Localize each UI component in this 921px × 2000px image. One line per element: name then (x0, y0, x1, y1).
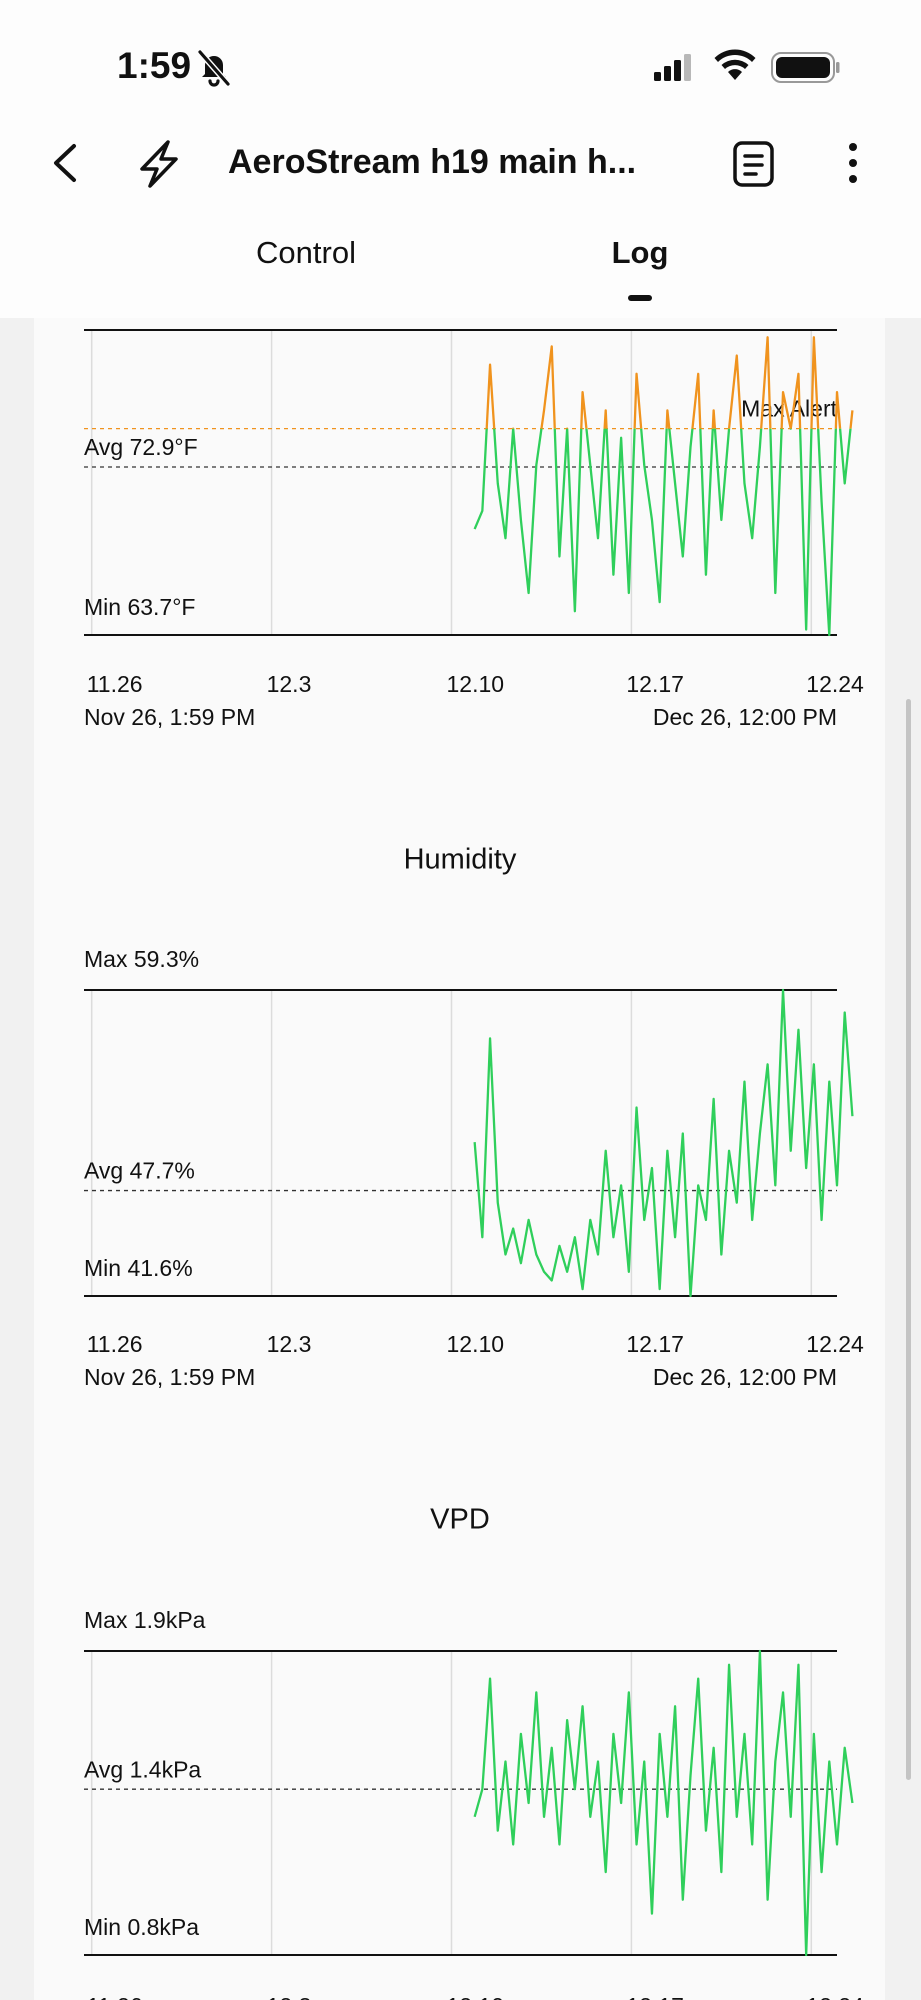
avg-label: Avg 72.9°F (84, 434, 198, 460)
back-button[interactable] (54, 144, 76, 182)
range-end: Dec 26, 12:00 PM (653, 704, 837, 730)
min-label: Min 41.6% (84, 1255, 193, 1281)
status-time: 1:59 (117, 45, 191, 86)
max-label: Max 59.3% (84, 946, 199, 972)
battery-icon (771, 52, 840, 83)
signal-icon (654, 54, 691, 81)
tab-indicator (628, 295, 652, 301)
min-label: Min 63.7°F (84, 594, 195, 620)
range-start: Nov 26, 1:59 PM (84, 1364, 255, 1390)
chart-title: Humidity (404, 844, 517, 876)
line-above-alert (485, 336, 854, 429)
report-button[interactable] (733, 141, 774, 187)
x-tick-label: 12.17 (626, 1331, 684, 1357)
charts: 11.26 12.3 12.10 12.17 12.24 Nov 26, 1:59 PM D… (84, 329, 864, 2000)
x-tick-label: 12.24 (806, 1331, 864, 1357)
chart-title: VPD (430, 1504, 490, 1536)
tab[interactable]: Control (256, 235, 356, 270)
mute-icon (197, 49, 231, 87)
max-label: Max 1.9kPa (84, 1607, 206, 1633)
x-tick-label: 12.24 (806, 1993, 864, 2000)
x-tick-label: 12.10 (447, 671, 505, 697)
min-label: Min 0.8kPa (84, 1914, 199, 1940)
x-tick-label: 12.17 (626, 1993, 684, 2000)
range-start: Nov 26, 1:59 PM (84, 704, 255, 730)
line (473, 428, 852, 637)
content-panel (34, 318, 885, 2000)
x-tick-label: 11.26 (87, 1993, 143, 2000)
x-tick-label: 12.3 (267, 1331, 312, 1357)
x-tick-label: 12.3 (267, 671, 312, 697)
x-tick-label: 11.26 (87, 1331, 143, 1357)
x-tick-label: 12.24 (806, 671, 864, 697)
x-tick-label: 12.3 (267, 1993, 312, 2000)
x-tick-label: 11.26 (87, 671, 143, 697)
avg-label: Avg 47.7% (84, 1158, 195, 1184)
x-tick-label: 12.10 (447, 1331, 505, 1357)
wifi-icon (714, 49, 756, 80)
avg-label: Avg 1.4kPa (84, 1756, 201, 1782)
line (473, 988, 854, 1298)
line (473, 1649, 854, 1957)
range-end: Dec 26, 12:00 PM (653, 1364, 837, 1390)
power-icon[interactable] (140, 140, 178, 188)
x-tick-label: 12.10 (447, 1993, 505, 2000)
device-title: AeroStream h19 main h... (228, 143, 636, 181)
tab[interactable]: Log (612, 235, 669, 270)
x-tick-label: 12.17 (626, 671, 684, 697)
more-button[interactable] (849, 143, 857, 183)
scrollbar (906, 699, 911, 1780)
